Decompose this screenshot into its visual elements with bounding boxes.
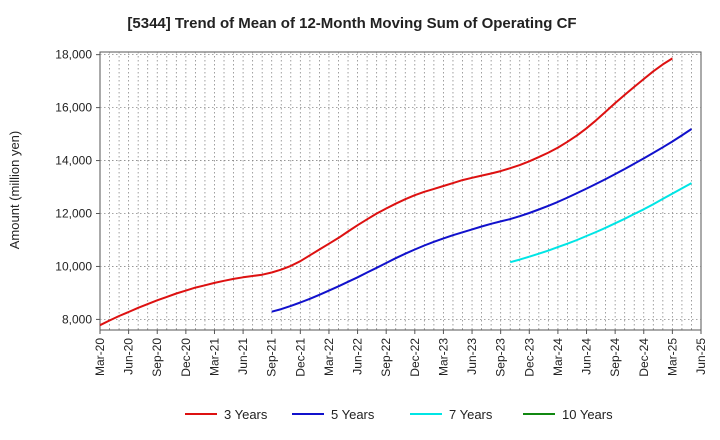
x-axis: Mar-20 Jun-20 Sep-20 Dec-20 Mar-21 Jun-21 Sep-… [93,330,708,377]
x-tick-label: Sep-24 [608,338,622,377]
y-tick-label: 14,000 [55,154,92,168]
x-tick-label: Dec-23 [522,338,536,377]
y-tick-label: 12,000 [55,207,92,221]
x-tick-label: Jun-20 [122,338,136,375]
plot-area [99,51,702,331]
x-tick-label: Jun-24 [580,338,594,375]
x-tick-label: Dec-24 [637,338,651,377]
y-tick-label: 10,000 [55,259,92,273]
legend-label: 3 Years [224,407,268,422]
x-tick-label: Jun-25 [694,338,708,375]
x-tick-label: Mar-20 [93,338,107,376]
x-tick-label: Jun-23 [465,338,479,375]
series-group [99,57,693,327]
y-tick-label: 18,000 [55,48,92,62]
y-tick-label: 16,000 [55,101,92,115]
y-axis-label: Amount (million yen) [7,131,22,250]
legend-label: 5 Years [331,407,375,422]
x-tick-label: Jun-22 [351,338,365,375]
legend-label: 10 Years [562,407,613,422]
x-tick-label: Mar-23 [436,338,450,376]
x-tick-label: Mar-22 [322,338,336,376]
y-axis: 8,000 10,000 12,000 14,000 16,000 18,000 [55,48,100,326]
x-tick-label: Jun-21 [236,338,250,375]
chart-title: [5344] Trend of Mean of 12-Month Moving … [127,15,576,32]
x-tick-label: Dec-20 [179,338,193,377]
x-tick-label: Sep-23 [494,338,508,377]
legend: 3 Years 5 Years 7 Years 10 Years [185,407,613,422]
x-tick-label: Mar-21 [207,338,221,376]
x-tick-label: Sep-21 [265,338,279,377]
series-line-7-years [509,182,692,264]
series-line-3-years [99,57,673,327]
x-tick-label: Sep-22 [379,338,393,377]
legend-label: 7 Years [449,407,493,422]
x-tick-label: Mar-24 [551,338,565,376]
x-tick-label: Dec-22 [408,338,422,377]
x-tick-label: Mar-25 [665,338,679,376]
x-tick-label: Sep-20 [150,338,164,377]
y-tick-label: 8,000 [62,312,92,326]
x-tick-label: Dec-21 [293,338,307,377]
grid [100,52,701,330]
series-line-5-years [271,128,693,313]
